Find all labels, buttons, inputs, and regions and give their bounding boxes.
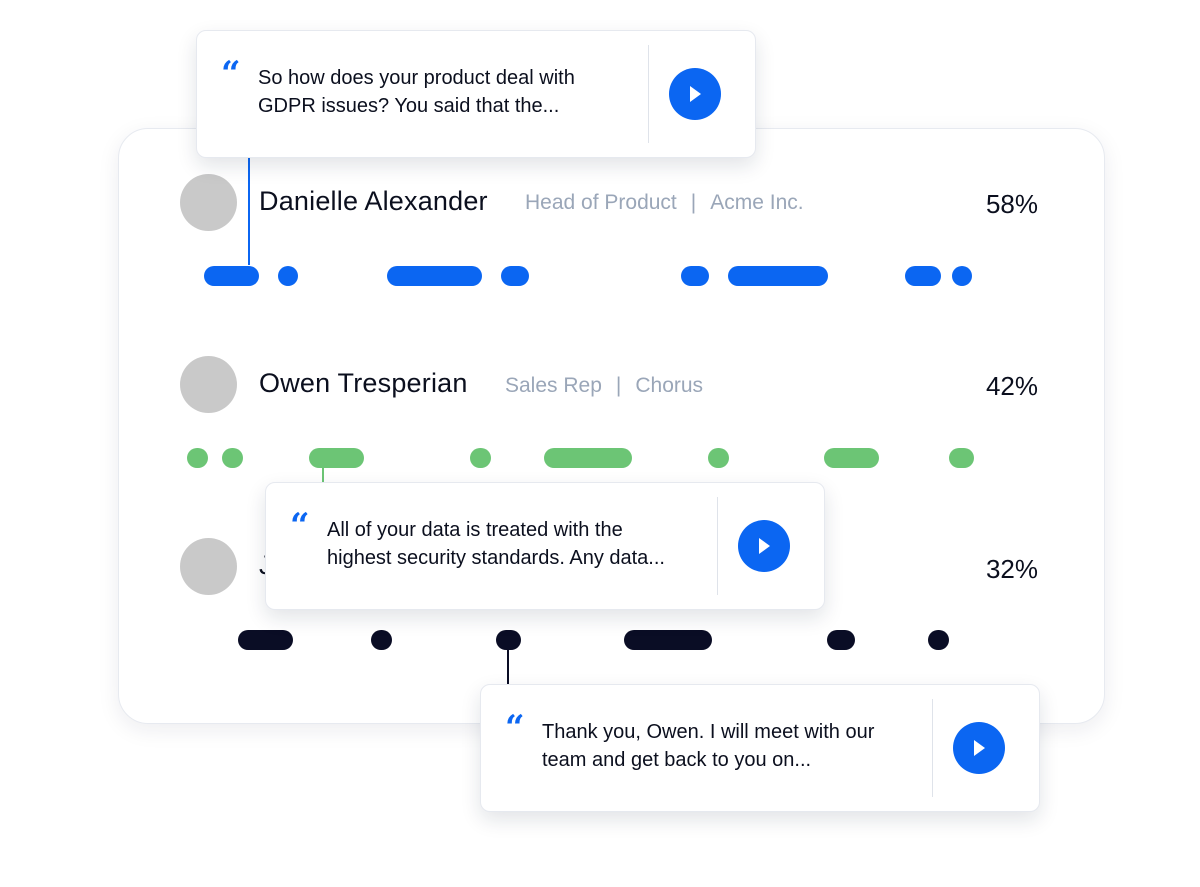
avatar [180, 174, 237, 231]
speech-segment[interactable] [544, 448, 632, 468]
speech-segment[interactable] [827, 630, 855, 650]
play-button[interactable] [953, 722, 1005, 774]
quote-bubble-2[interactable]: “ All of your data is treated with the h… [265, 482, 825, 610]
speech-segment[interactable] [222, 448, 243, 468]
divider [932, 699, 933, 797]
speech-segment[interactable] [949, 448, 974, 468]
participant-role: Sales Rep [505, 374, 602, 397]
quote-text-line: highest security standards. Any data... [327, 547, 665, 569]
quote-text: So how does your product deal with GDPR … [258, 64, 575, 120]
participant-name: Danielle Alexander [259, 186, 488, 216]
play-button[interactable] [669, 68, 721, 120]
speech-segment[interactable] [371, 630, 392, 650]
speech-segment[interactable] [824, 448, 879, 468]
quote-icon: “ [505, 708, 525, 748]
speech-segment[interactable] [309, 448, 364, 468]
participant-name: Owen Tresperian [259, 368, 468, 398]
quote-bubble-3[interactable]: “ Thank you, Owen. I will meet with our … [480, 684, 1040, 812]
speech-segment[interactable] [728, 266, 828, 286]
speech-segment[interactable] [238, 630, 293, 650]
talk-percent: 32% [985, 554, 1038, 584]
participant-meta: Sales Rep | Chorus [505, 374, 703, 398]
divider [648, 45, 649, 143]
speech-segment[interactable] [496, 630, 521, 650]
quote-text-line: GDPR issues? You said that the... [258, 95, 560, 117]
speech-segment[interactable] [681, 266, 709, 286]
speech-segment[interactable] [387, 266, 482, 286]
quote-connector-line [507, 648, 509, 686]
speech-segment[interactable] [952, 266, 972, 286]
speech-segment[interactable] [624, 630, 712, 650]
quote-text-line: All of your data is treated with the [327, 519, 623, 541]
quote-connector-line [248, 150, 250, 265]
avatar [180, 356, 237, 413]
talk-percent: 58% [985, 189, 1038, 219]
quote-icon: “ [221, 54, 241, 94]
play-button[interactable] [738, 520, 790, 572]
participant-company: Chorus [635, 374, 704, 397]
quote-text: All of your data is treated with the hig… [327, 516, 665, 572]
speech-segment[interactable] [501, 266, 529, 286]
speech-segment[interactable] [470, 448, 491, 468]
speech-segment[interactable] [187, 448, 208, 468]
participant-role: Head of Product [525, 191, 677, 214]
quote-text-line: team and get back to you on... [542, 749, 812, 771]
speech-segment[interactable] [708, 448, 729, 468]
speech-segment[interactable] [928, 630, 949, 650]
quote-icon: “ [290, 506, 310, 546]
quote-bubble-1[interactable]: “ So how does your product deal with GDP… [196, 30, 756, 158]
speech-segment[interactable] [905, 266, 941, 286]
divider [717, 497, 718, 595]
play-icon [974, 740, 985, 756]
quote-text-line: Thank you, Owen. I will meet with our [542, 721, 875, 743]
speech-segment[interactable] [278, 266, 298, 286]
talk-percent: 42% [985, 371, 1038, 401]
play-icon [690, 86, 701, 102]
meta-separator: | [690, 191, 697, 214]
quote-connector-line [322, 465, 324, 485]
quote-text-line: So how does your product deal with [258, 67, 575, 89]
avatar [180, 538, 237, 595]
meta-separator: | [615, 374, 622, 397]
play-icon [759, 538, 770, 554]
participant-company: Acme Inc. [710, 191, 804, 214]
speech-segment[interactable] [204, 266, 259, 286]
quote-text: Thank you, Owen. I will meet with our te… [542, 718, 874, 774]
call-participants-card: Danielle Alexander Head of Product | Acme … [118, 128, 1105, 724]
participant-meta: Head of Product | Acme Inc. [525, 191, 804, 215]
